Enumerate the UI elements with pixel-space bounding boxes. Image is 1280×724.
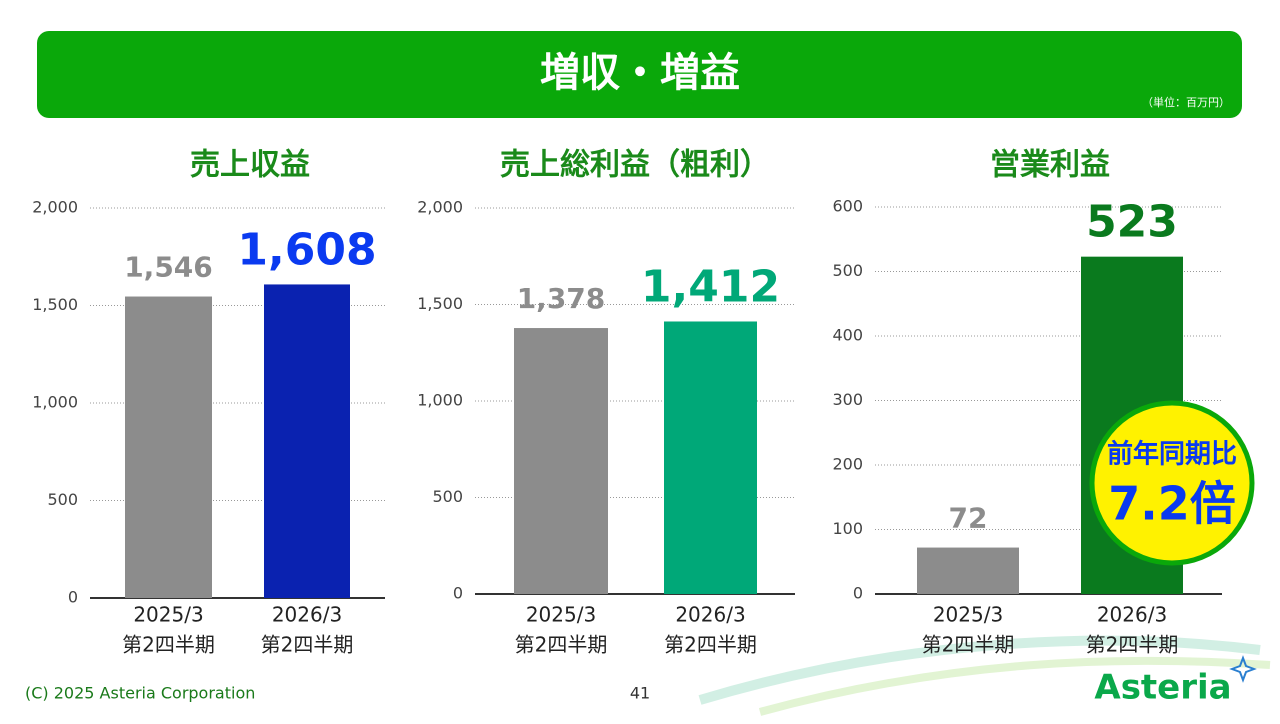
- y-tick-label: 0: [853, 584, 863, 603]
- y-tick-label: 100: [832, 519, 863, 538]
- x-tick-label: 第2四半期: [922, 633, 1015, 657]
- y-tick-label: 500: [47, 490, 78, 509]
- y-tick-label: 300: [832, 390, 863, 409]
- y-tick-label: 1,000: [32, 393, 78, 412]
- value-label: 1,546: [124, 251, 213, 284]
- y-tick-label: 2,000: [417, 198, 463, 217]
- bar: [264, 284, 350, 598]
- x-tick-label: 第2四半期: [261, 633, 354, 657]
- x-tick-label: 第2四半期: [664, 633, 757, 657]
- x-tick-label: 2026/3: [272, 603, 342, 627]
- unit-note: （単位：百万円）: [1142, 95, 1230, 109]
- value-label: 1,608: [237, 224, 376, 275]
- value-label: 523: [1086, 197, 1178, 248]
- chart-title: 売上総利益（粗利）: [500, 148, 770, 183]
- page-number: 41: [630, 684, 650, 703]
- y-tick-label: 2,000: [32, 198, 78, 217]
- swoosh: [758, 656, 1271, 716]
- bar: [125, 296, 212, 598]
- bar: [514, 328, 608, 594]
- x-tick-label: 2026/3: [1097, 603, 1167, 627]
- badge-caption: 前年同期比: [1107, 439, 1237, 470]
- copyright: (C) 2025 Asteria Corporation: [25, 684, 255, 703]
- y-tick-label: 0: [453, 584, 463, 603]
- logo: Asteria: [1094, 668, 1231, 708]
- badge: [1089, 400, 1255, 566]
- y-tick-label: 400: [832, 326, 863, 345]
- x-tick-label: 2026/3: [675, 603, 745, 627]
- logo-star: [1229, 655, 1257, 683]
- y-tick-label: 600: [832, 197, 863, 216]
- value-label: 72: [949, 502, 988, 535]
- x-tick-label: 第2四半期: [122, 633, 215, 657]
- x-tick-label: 第2四半期: [1086, 633, 1179, 657]
- y-tick-label: 0: [68, 588, 78, 607]
- y-tick-label: 500: [832, 261, 863, 280]
- y-tick-label: 1,500: [32, 295, 78, 314]
- y-tick-label: 200: [832, 455, 863, 474]
- x-tick-label: 2025/3: [526, 603, 596, 627]
- bar: [664, 321, 757, 594]
- value-label: 1,378: [517, 282, 606, 315]
- header-band: [37, 31, 1242, 118]
- chart-title: 売上収益: [190, 148, 310, 183]
- x-tick-label: 2025/3: [933, 603, 1003, 627]
- bar: [917, 547, 1019, 594]
- x-tick-label: 第2四半期: [515, 633, 608, 657]
- chart-title: 営業利益: [990, 148, 1110, 183]
- y-tick-label: 1,500: [417, 294, 463, 313]
- y-tick-label: 1,000: [417, 391, 463, 410]
- badge-value: 7.2倍: [1108, 477, 1236, 531]
- header-title: 増収・増益: [540, 50, 740, 96]
- value-label: 1,412: [641, 261, 780, 312]
- y-tick-label: 500: [432, 487, 463, 506]
- x-tick-label: 2025/3: [133, 603, 203, 627]
- swoosh: [698, 635, 1261, 705]
